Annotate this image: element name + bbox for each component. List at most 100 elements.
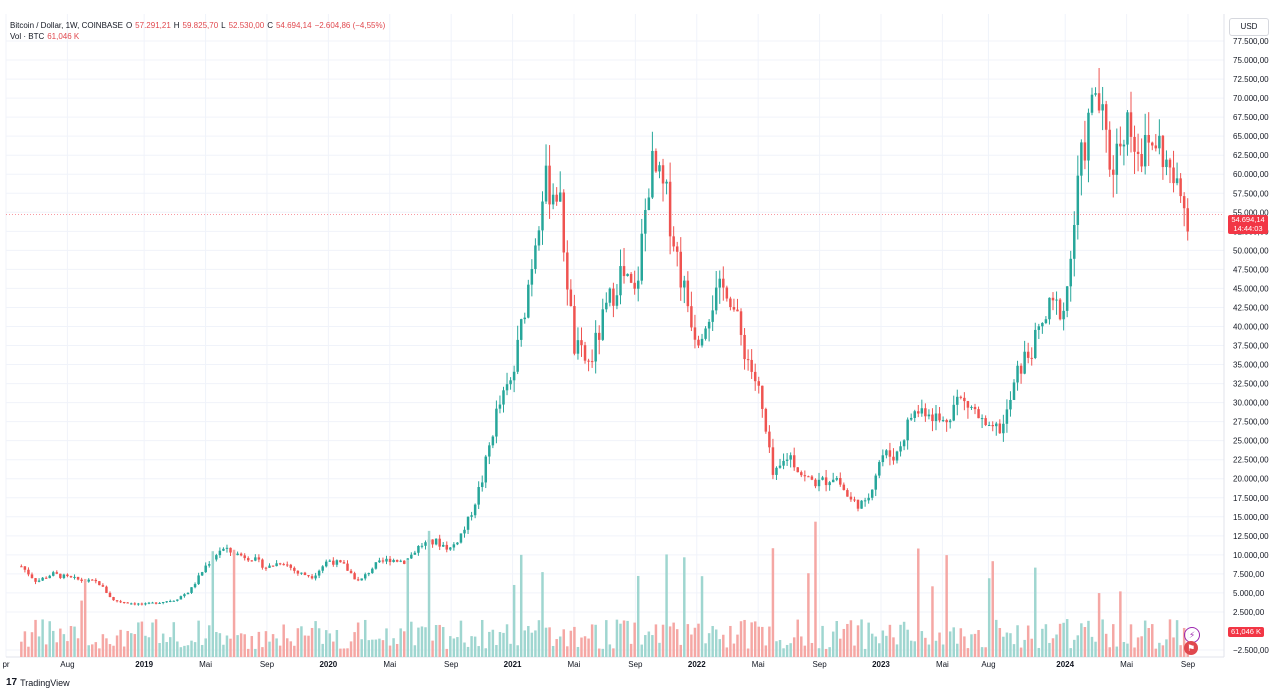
candle-body — [463, 529, 466, 534]
volume-bar — [1147, 628, 1150, 657]
volume-bar — [342, 648, 346, 657]
candle-body — [899, 446, 902, 452]
currency-button[interactable]: USD — [1229, 18, 1269, 36]
volume-bar — [346, 648, 349, 657]
high-label: H — [173, 21, 180, 30]
volume-bar — [360, 639, 363, 657]
volume-bar — [998, 628, 1002, 657]
volume-bar — [743, 619, 746, 657]
volume-bar — [1051, 638, 1055, 657]
y-tick-label: 60.000,00 — [1233, 170, 1269, 179]
volume-bar — [505, 624, 509, 657]
candle-body — [388, 558, 392, 563]
candle-body — [583, 345, 587, 361]
volume-bar — [856, 625, 860, 657]
volume-bar — [208, 625, 211, 657]
volume-bar — [1119, 591, 1122, 657]
x-tick-label: 2019 — [135, 660, 153, 669]
candle-body — [541, 201, 544, 231]
tradingview-brand[interactable]: 17 TradingView — [6, 677, 70, 688]
candle-body — [268, 565, 271, 568]
volume-bar — [736, 634, 739, 657]
volume-bar — [473, 636, 477, 657]
volume-bar — [76, 638, 80, 657]
x-tick-label: pr — [2, 660, 9, 669]
volume-bar — [1115, 646, 1119, 657]
volume-bar — [782, 648, 785, 657]
volume-bar — [1080, 623, 1083, 657]
volume-bar — [399, 628, 402, 657]
flag-icon[interactable]: ⚑ — [1184, 641, 1198, 655]
volume-bar — [1076, 635, 1080, 657]
volume-bar — [984, 647, 987, 657]
candle-body — [172, 600, 176, 602]
volume-bar — [406, 559, 410, 657]
volume-bar — [388, 645, 392, 657]
candle-body — [594, 332, 597, 362]
candle-body — [431, 539, 434, 545]
candle-body — [339, 560, 342, 563]
volume-label[interactable]: Vol · BTC — [10, 32, 45, 41]
candle-body — [647, 197, 651, 211]
candle-body — [534, 245, 537, 270]
candle-body — [335, 560, 339, 565]
volume-bar — [445, 648, 449, 657]
symbol-label[interactable]: Bitcoin / Dollar, 1W, COINBASE — [10, 21, 123, 30]
volume-bar — [768, 626, 771, 657]
volume-bar — [778, 639, 782, 657]
candle-body — [1094, 93, 1097, 95]
volume-bar — [477, 646, 480, 657]
candle-body — [1129, 112, 1133, 137]
volume-bar — [434, 625, 438, 657]
candle-body — [169, 600, 172, 602]
candle-body — [250, 560, 254, 562]
volume-bar — [800, 636, 803, 657]
candle-body — [1026, 351, 1030, 358]
candle-body — [353, 573, 356, 580]
candle-body — [44, 577, 48, 579]
candle-body — [332, 560, 335, 565]
candle-body — [385, 558, 388, 562]
candle-body — [608, 288, 612, 303]
volume-bar — [339, 648, 342, 657]
volume-bar — [144, 635, 147, 657]
candle-body — [37, 580, 41, 582]
candle-body — [303, 572, 307, 576]
candle-body — [1182, 196, 1186, 209]
candle-body — [704, 328, 707, 339]
x-tick-label: Aug — [60, 660, 74, 669]
volume-bar — [562, 629, 566, 657]
volume-bar — [640, 644, 643, 657]
volume-bar — [314, 621, 317, 657]
volume-bar — [1016, 625, 1019, 657]
candle-body — [1151, 142, 1154, 146]
last-price-tag: 54.694,14 14:44:03 — [1228, 215, 1268, 234]
volume-bar — [920, 631, 924, 657]
candle-body — [1140, 154, 1143, 167]
candle-body — [381, 560, 385, 562]
volume-bar — [1143, 620, 1147, 657]
candle-body — [679, 251, 682, 288]
volume-bar — [328, 633, 332, 657]
candle-body — [161, 601, 165, 603]
candle-body — [445, 544, 449, 550]
volume-bar — [881, 630, 885, 657]
candle-body — [523, 317, 527, 320]
volume-bar — [700, 576, 704, 657]
candle-body — [1055, 299, 1058, 301]
volume-bar — [1136, 637, 1140, 657]
volume-bar — [899, 624, 902, 657]
volume-bar — [413, 645, 417, 657]
candle-body — [874, 475, 877, 490]
volume-bar — [1175, 620, 1179, 657]
candle-body — [519, 319, 523, 340]
volume-bar — [402, 631, 406, 657]
candle-body — [654, 150, 658, 172]
volume-bar — [1133, 647, 1136, 657]
candle-body — [392, 559, 395, 563]
candle-body — [452, 544, 456, 548]
volume-bar — [80, 600, 83, 657]
candle-body — [668, 181, 672, 237]
candle-body — [363, 574, 367, 579]
